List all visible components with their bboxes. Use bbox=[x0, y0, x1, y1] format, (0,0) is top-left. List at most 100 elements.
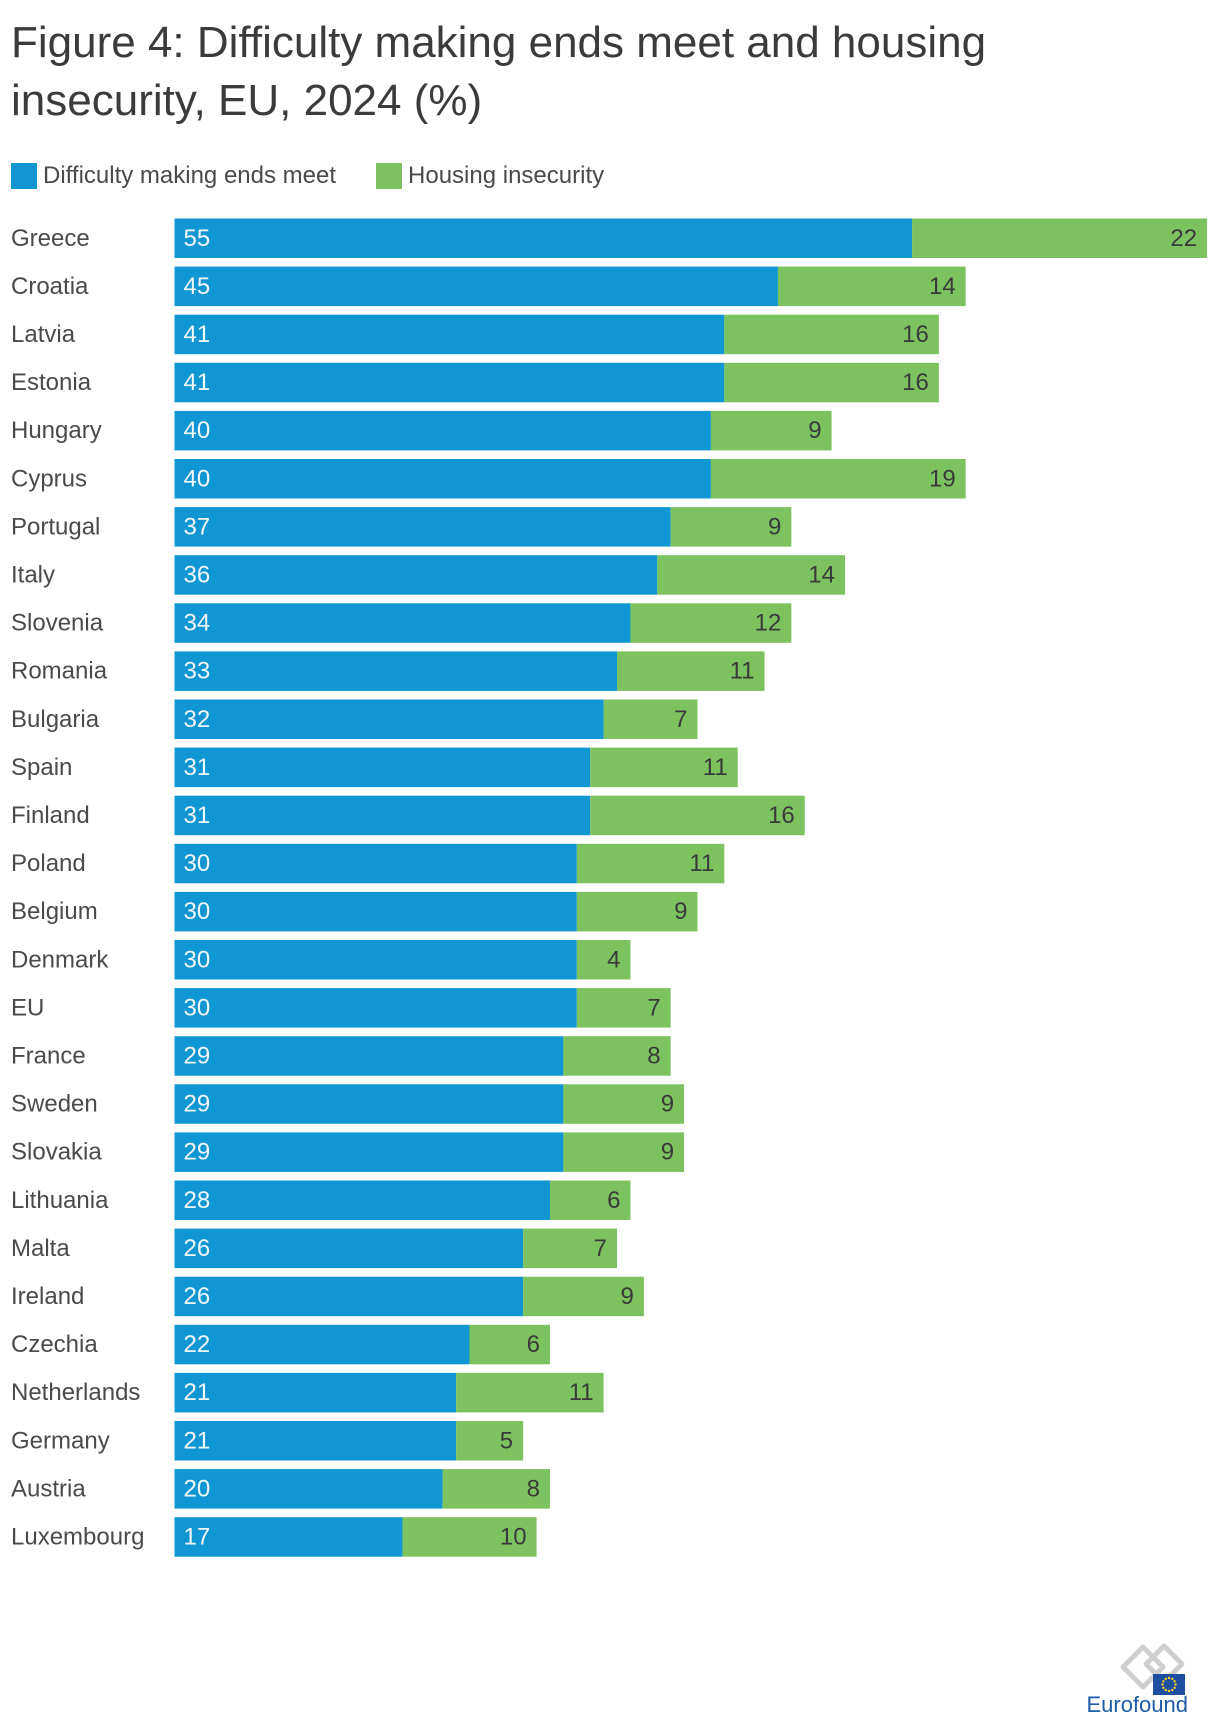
bar-row-poland: Poland 30 11 bbox=[11, 843, 725, 884]
bar-row-finland: Finland 31 16 bbox=[11, 795, 805, 836]
value-housing-latvia: 16 bbox=[902, 321, 929, 348]
value-difficulty-slovakia: 29 bbox=[184, 1139, 211, 1166]
category-label-netherlands: Netherlands bbox=[11, 1379, 140, 1406]
legend-swatch-difficulty bbox=[11, 162, 37, 189]
legend-swatch-housing bbox=[376, 162, 403, 189]
category-label-hungary: Hungary bbox=[11, 417, 102, 444]
category-label-portugal: Portugal bbox=[11, 513, 100, 540]
bar-housing-poland bbox=[576, 843, 725, 884]
bar-difficulty-malta bbox=[174, 1228, 524, 1269]
bar-row-greece: Greece 55 22 bbox=[11, 218, 1208, 258]
category-label-slovakia: Slovakia bbox=[11, 1139, 102, 1166]
bar-housing-belgium bbox=[576, 891, 698, 932]
bar-difficulty-italy bbox=[174, 555, 658, 595]
bar-row-latvia: Latvia 41 16 bbox=[11, 314, 939, 355]
bar-housing-slovakia bbox=[563, 1132, 685, 1172]
bar-difficulty-hungary bbox=[174, 410, 711, 451]
value-housing-france: 8 bbox=[647, 1042, 660, 1069]
bar-housing-france bbox=[563, 1036, 671, 1076]
value-difficulty-france: 29 bbox=[184, 1042, 211, 1069]
eurofound-logo: Eurofound bbox=[1086, 1643, 1188, 1717]
value-difficulty-hungary: 40 bbox=[184, 417, 211, 444]
bar-row-belgium: Belgium 30 9 bbox=[11, 891, 698, 932]
bar-row-croatia: Croatia 45 14 bbox=[11, 266, 966, 307]
bar-row-slovakia: Slovakia 29 9 bbox=[11, 1132, 685, 1172]
value-housing-bulgaria: 7 bbox=[674, 706, 687, 733]
value-housing-slovenia: 12 bbox=[755, 610, 782, 637]
bar-difficulty-romania bbox=[174, 651, 618, 691]
bar-housing-spain bbox=[590, 747, 738, 788]
value-difficulty-denmark: 30 bbox=[184, 946, 211, 973]
value-difficulty-estonia: 41 bbox=[184, 369, 211, 396]
category-label-cyprus: Cyprus bbox=[11, 465, 87, 492]
category-label-bulgaria: Bulgaria bbox=[11, 706, 100, 733]
bar-housing-sweden bbox=[563, 1084, 685, 1124]
bar-row-portugal: Portugal 37 9 bbox=[11, 507, 792, 547]
bar-housing-portugal bbox=[670, 507, 792, 547]
bar-housing-austria bbox=[442, 1469, 550, 1509]
category-label-latvia: Latvia bbox=[11, 321, 76, 348]
value-difficulty-austria: 20 bbox=[184, 1475, 211, 1502]
category-label-sweden: Sweden bbox=[11, 1091, 98, 1118]
value-difficulty-latvia: 41 bbox=[184, 321, 211, 348]
value-housing-denmark: 4 bbox=[607, 946, 620, 973]
category-label-italy: Italy bbox=[11, 561, 55, 588]
value-housing-croatia: 14 bbox=[929, 273, 956, 300]
value-housing-sweden: 9 bbox=[661, 1091, 674, 1118]
bar-housing-italy bbox=[657, 555, 845, 595]
value-housing-eu: 7 bbox=[647, 994, 660, 1021]
category-label-eu: EU bbox=[11, 994, 44, 1021]
value-difficulty-bulgaria: 32 bbox=[184, 706, 211, 733]
category-label-spain: Spain bbox=[11, 754, 72, 781]
bar-row-italy: Italy 36 14 bbox=[11, 555, 845, 595]
value-difficulty-belgium: 30 bbox=[184, 898, 211, 925]
value-difficulty-ireland: 26 bbox=[184, 1283, 211, 1310]
category-label-germany: Germany bbox=[11, 1427, 110, 1454]
bar-difficulty-latvia bbox=[174, 314, 725, 355]
bar-housing-denmark bbox=[576, 940, 631, 980]
category-label-malta: Malta bbox=[11, 1235, 70, 1262]
bar-difficulty-sweden bbox=[174, 1084, 564, 1124]
value-difficulty-luxembourg: 17 bbox=[184, 1523, 211, 1550]
value-difficulty-poland: 30 bbox=[184, 850, 211, 877]
value-difficulty-eu: 30 bbox=[184, 994, 211, 1021]
value-housing-romania: 11 bbox=[730, 658, 755, 685]
bar-housing-bulgaria bbox=[603, 699, 698, 739]
category-label-estonia: Estonia bbox=[11, 369, 92, 396]
category-label-france: France bbox=[11, 1042, 86, 1069]
value-housing-austria: 8 bbox=[527, 1475, 540, 1502]
bar-difficulty-denmark bbox=[174, 940, 577, 980]
value-difficulty-slovenia: 34 bbox=[184, 610, 211, 637]
legend-item-housing: Housing insecurity bbox=[376, 162, 604, 190]
bar-housing-malta bbox=[523, 1228, 618, 1269]
bar-row-netherlands: Netherlands 21 11 bbox=[11, 1372, 604, 1413]
bar-housing-romania bbox=[617, 651, 765, 691]
eu-flag-icon bbox=[1153, 1674, 1185, 1695]
bar-difficulty-czechia bbox=[174, 1324, 470, 1365]
bar-difficulty-austria bbox=[174, 1469, 443, 1509]
bar-difficulty-luxembourg bbox=[174, 1517, 403, 1557]
value-difficulty-greece: 55 bbox=[184, 225, 211, 252]
category-label-slovenia: Slovenia bbox=[11, 610, 104, 637]
bar-difficulty-greece bbox=[174, 218, 913, 258]
bar-difficulty-portugal bbox=[174, 507, 671, 547]
legend-label-difficulty: Difficulty making ends meet bbox=[43, 161, 337, 189]
bar-difficulty-poland bbox=[174, 843, 577, 884]
bar-difficulty-slovakia bbox=[174, 1132, 564, 1172]
bar-row-romania: Romania 33 11 bbox=[11, 651, 765, 691]
category-label-croatia: Croatia bbox=[11, 273, 89, 300]
bar-row-czechia: Czechia 22 6 bbox=[11, 1324, 550, 1365]
value-housing-belgium: 9 bbox=[674, 898, 687, 925]
bar-difficulty-spain bbox=[174, 747, 591, 788]
value-difficulty-croatia: 45 bbox=[184, 273, 211, 300]
bar-housing-eu bbox=[576, 988, 671, 1028]
chart-legend: Difficulty making ends meet Housing inse… bbox=[11, 160, 604, 191]
legend-label-housing: Housing insecurity bbox=[408, 161, 605, 189]
bar-row-estonia: Estonia 41 16 bbox=[11, 362, 939, 403]
category-label-czechia: Czechia bbox=[11, 1331, 98, 1358]
bar-housing-lithuania bbox=[549, 1180, 631, 1220]
bar-difficulty-cyprus bbox=[174, 459, 711, 499]
bar-housing-latvia bbox=[724, 314, 939, 355]
